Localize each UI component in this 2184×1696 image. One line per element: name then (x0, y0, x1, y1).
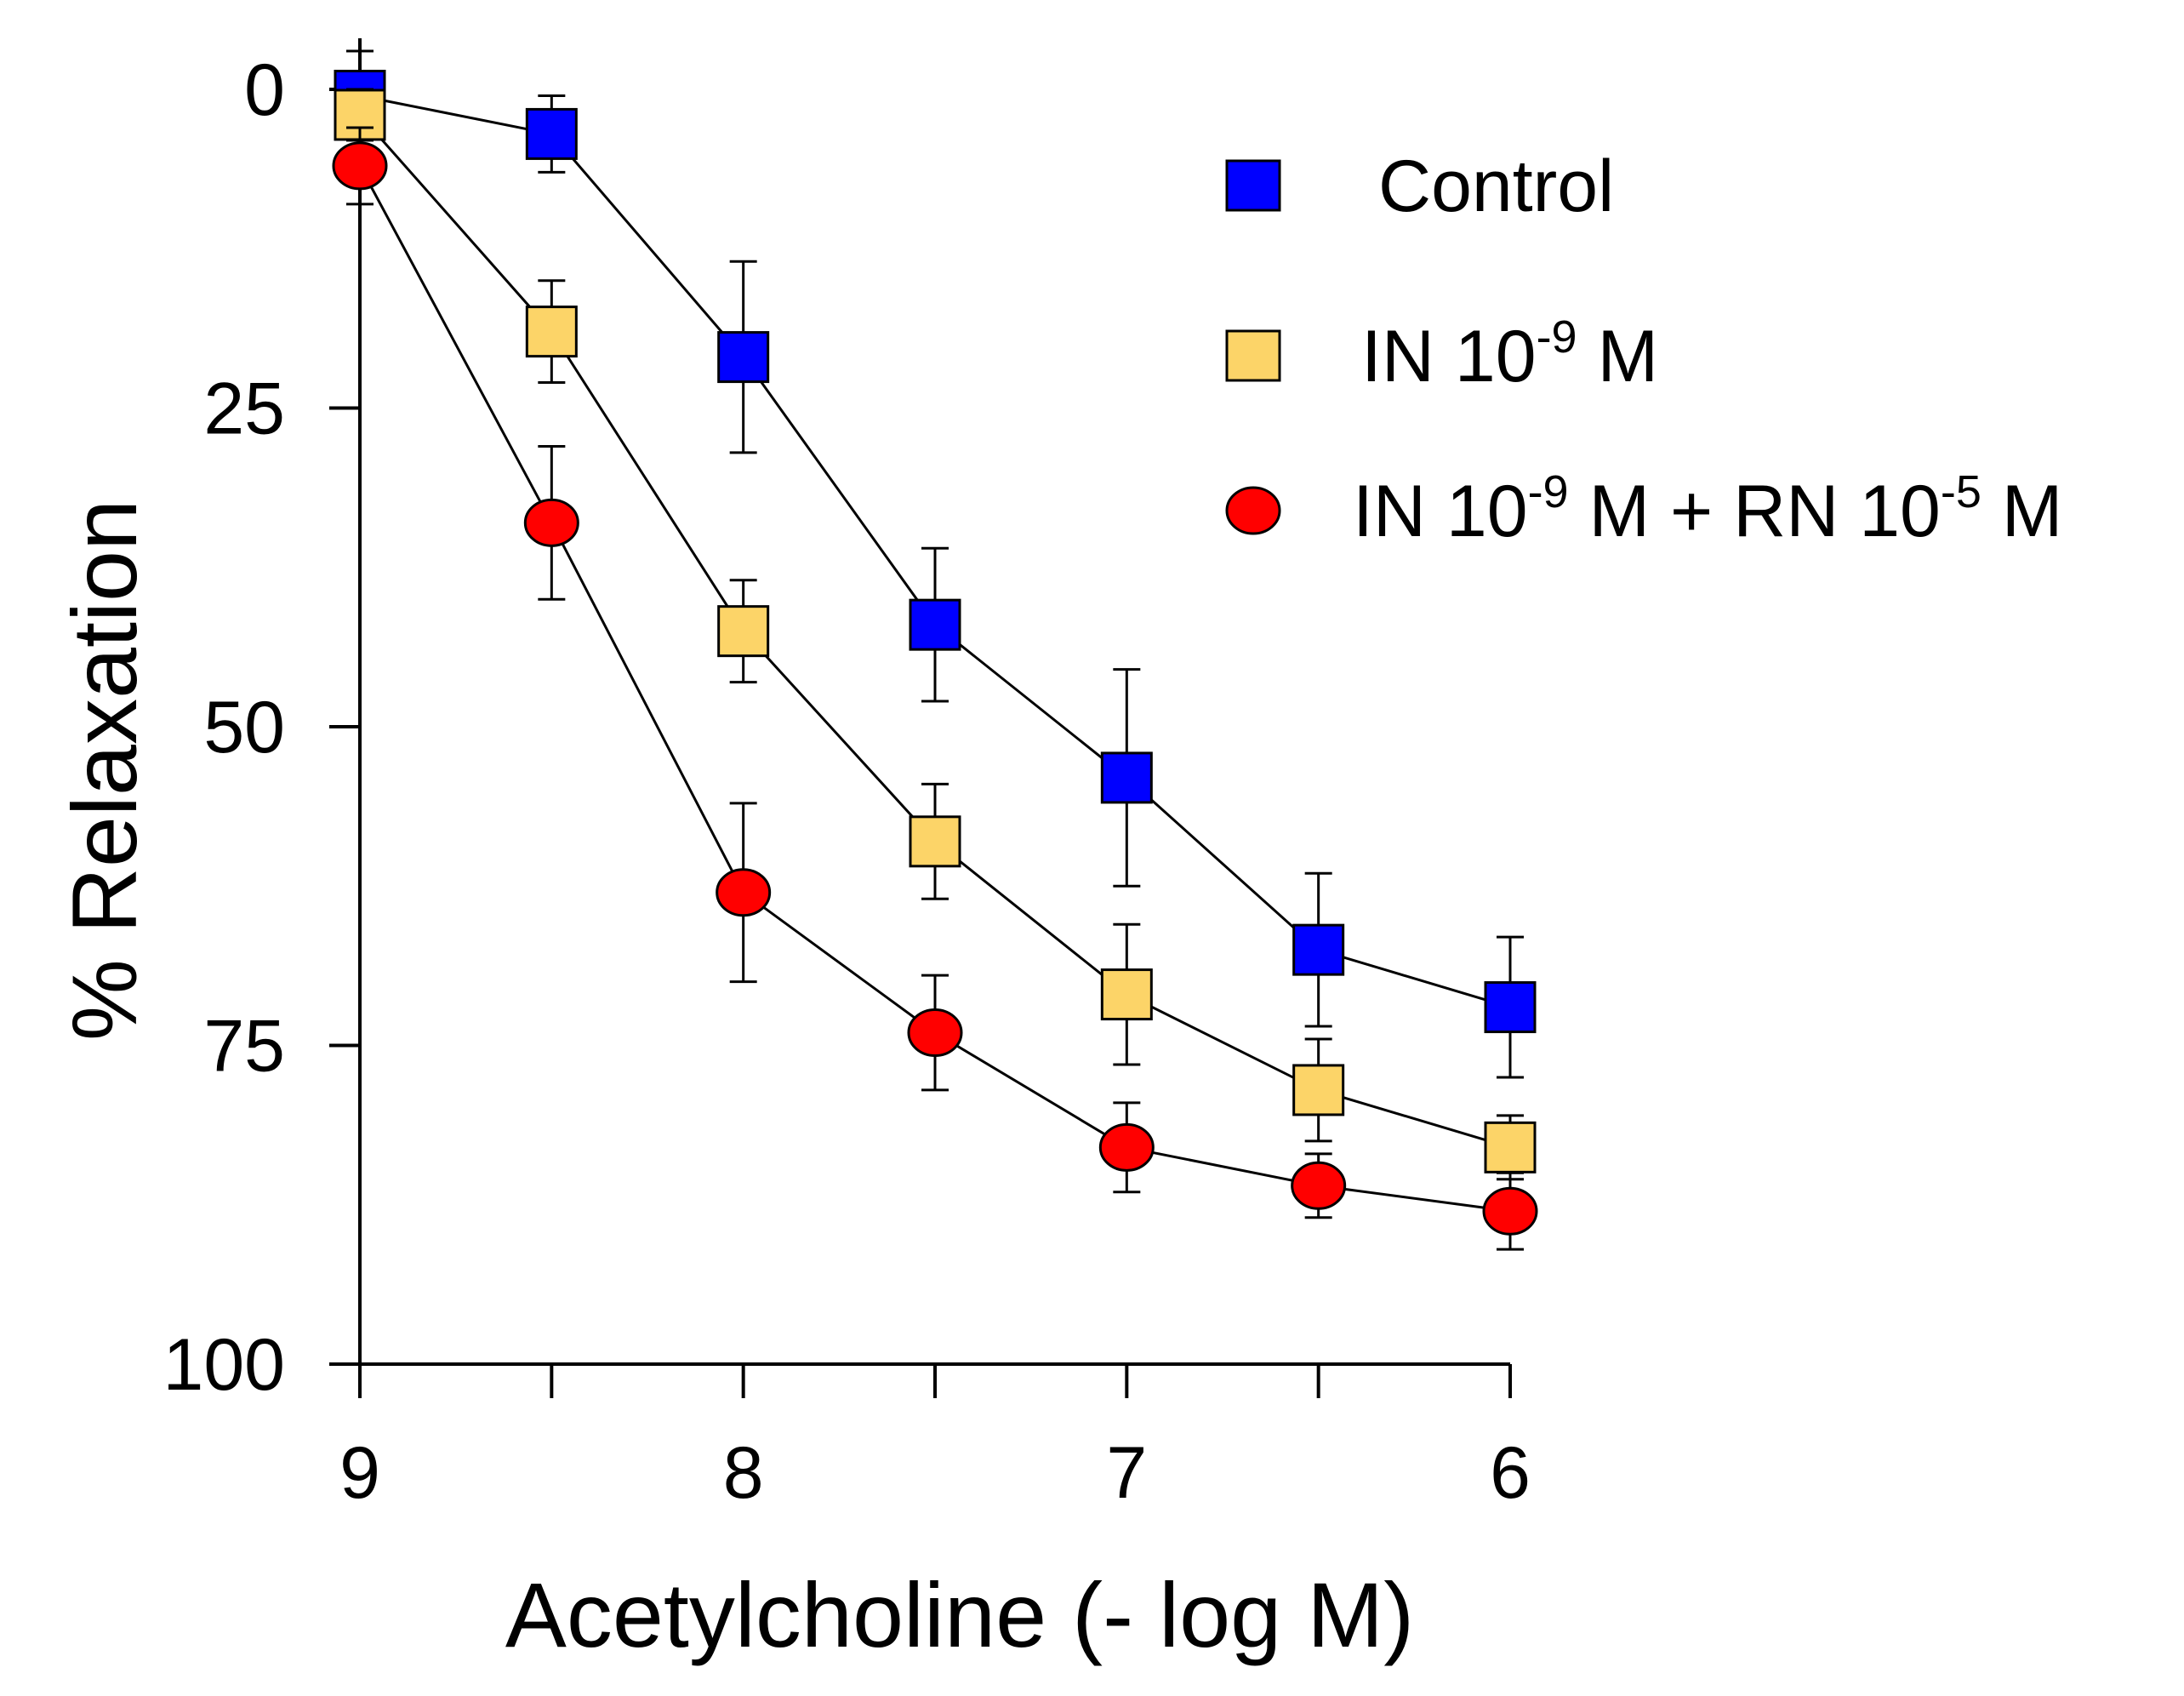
legend-label-part: M (1982, 471, 2063, 552)
data-point (525, 306, 578, 358)
data-point (717, 331, 770, 384)
legend-label-superscript: -5 (1941, 466, 1982, 517)
series-layer (332, 49, 1538, 1251)
data-point (1292, 1064, 1345, 1116)
legend-label: IN 10-9 M + RN 10-5 M (1353, 466, 2062, 552)
y-tick-label: 75 (203, 1006, 285, 1088)
data-point (1291, 1161, 1347, 1210)
legend-label-part: M (1577, 316, 1659, 397)
data-point (907, 1008, 963, 1058)
y-tick-label: 100 (163, 1324, 286, 1406)
x-tick-label: 9 (339, 1432, 380, 1514)
data-point (716, 868, 772, 917)
legend-label-superscript: -9 (1528, 466, 1569, 517)
data-point (1100, 968, 1153, 1021)
y-tick-label: 25 (203, 368, 285, 450)
series-in-10-9-m (334, 88, 1537, 1181)
data-point (1484, 1121, 1537, 1173)
data-point (909, 815, 961, 868)
data-point (523, 498, 579, 547)
legend-marker (1225, 329, 1281, 382)
axes: 0 25 50 75 100 9 8 7 6 (163, 38, 1531, 1514)
y-tick-label: 50 (203, 687, 285, 768)
legend-label-part: M + RN 10 (1569, 471, 1941, 552)
legend-marker (1225, 486, 1281, 535)
legend-marker (1225, 159, 1281, 212)
x-tick-label: 8 (723, 1432, 764, 1514)
legend-label-part: Control (1378, 146, 1614, 227)
data-point (909, 598, 961, 651)
x-axis-title: Acetylcholine (- log M) (505, 1563, 1414, 1666)
data-point (1100, 751, 1153, 804)
x-tick-label: 7 (1106, 1432, 1147, 1514)
series-in-10-9-m-rn-10-5-m (332, 126, 1538, 1251)
y-axis-title: % Relaxation (53, 500, 156, 1041)
x-tick-label: 6 (1490, 1432, 1531, 1514)
data-point (1292, 923, 1345, 976)
data-point (1484, 981, 1537, 1034)
legend-label: IN 10-9 M (1361, 311, 1658, 397)
legend-label-superscript: -9 (1537, 311, 1577, 363)
data-point (717, 605, 770, 658)
legend-label-part: IN 10 (1361, 316, 1537, 397)
y-tick-label: 0 (244, 49, 285, 131)
series-control (334, 49, 1537, 1079)
legend-label-part: IN 10 (1353, 471, 1528, 552)
data-point (1482, 1186, 1538, 1236)
legend-label: Control (1378, 146, 1614, 227)
data-point (525, 107, 578, 160)
data-point (332, 141, 388, 191)
data-point (1098, 1122, 1155, 1172)
